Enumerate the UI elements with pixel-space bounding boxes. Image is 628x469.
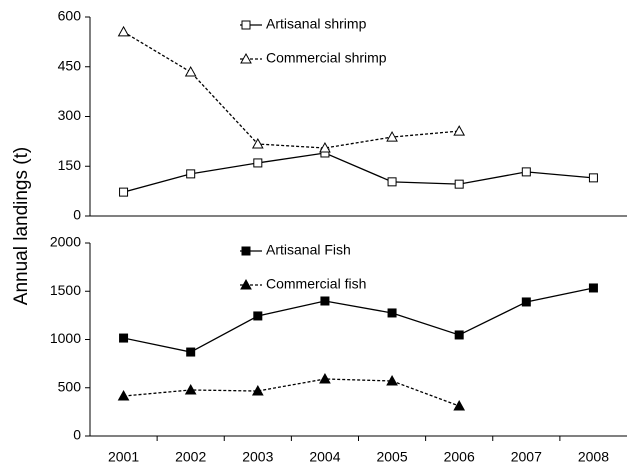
marker (387, 177, 397, 187)
legend-label: Commercial fish (266, 276, 366, 292)
y-tick-label: 500 (58, 378, 82, 394)
marker (253, 311, 263, 321)
marker (241, 20, 251, 30)
x-tick-label: 2001 (108, 449, 139, 465)
marker (454, 179, 464, 189)
marker (119, 333, 129, 343)
series-line (123, 378, 460, 407)
legend-label: Commercial shrimp (266, 50, 387, 66)
y-tick-label: 0 (73, 207, 81, 223)
marker (319, 372, 331, 384)
marker (184, 383, 197, 395)
x-tick-label: 2006 (444, 449, 475, 465)
marker (240, 52, 252, 64)
marker (186, 169, 196, 179)
x-tick-label: 2008 (578, 449, 609, 465)
y-tick-label: 1500 (50, 282, 81, 298)
y-tick-label: 150 (58, 157, 82, 173)
marker (253, 158, 263, 168)
marker (588, 283, 598, 293)
marker (453, 399, 466, 411)
x-tick-label: 2005 (376, 449, 407, 465)
marker (320, 296, 330, 306)
marker (184, 66, 197, 77)
marker (119, 187, 129, 197)
y-tick-label: 2000 (50, 234, 81, 250)
marker (521, 167, 531, 177)
marker (240, 278, 252, 290)
x-tick-label: 2007 (511, 449, 542, 465)
marker (387, 308, 397, 318)
x-tick-label: 2003 (242, 449, 273, 465)
y-tick-label: 600 (58, 8, 82, 24)
y-tick-label: 1000 (50, 330, 81, 346)
legend-label: Artisanal shrimp (266, 16, 367, 32)
marker (186, 347, 196, 357)
x-tick-label: 2004 (309, 449, 340, 465)
marker (251, 137, 264, 149)
marker (319, 141, 331, 153)
marker (521, 297, 531, 307)
x-tick-label: 2002 (175, 449, 206, 465)
y-tick-label: 450 (58, 57, 82, 73)
marker (454, 330, 464, 340)
series-line (123, 31, 460, 149)
marker (117, 390, 130, 401)
y-tick-label: 300 (58, 107, 82, 123)
marker (386, 374, 398, 386)
marker (588, 173, 598, 183)
marker (251, 385, 264, 396)
y-tick-label: 0 (73, 427, 81, 443)
marker (241, 246, 251, 256)
y-axis-label: Annual landings (t) (11, 147, 32, 305)
series-line (123, 152, 594, 193)
series-line (123, 287, 594, 353)
marker (453, 125, 466, 136)
legend-label: Artisanal Fish (266, 242, 351, 258)
marker (117, 25, 130, 37)
marker (386, 131, 398, 142)
